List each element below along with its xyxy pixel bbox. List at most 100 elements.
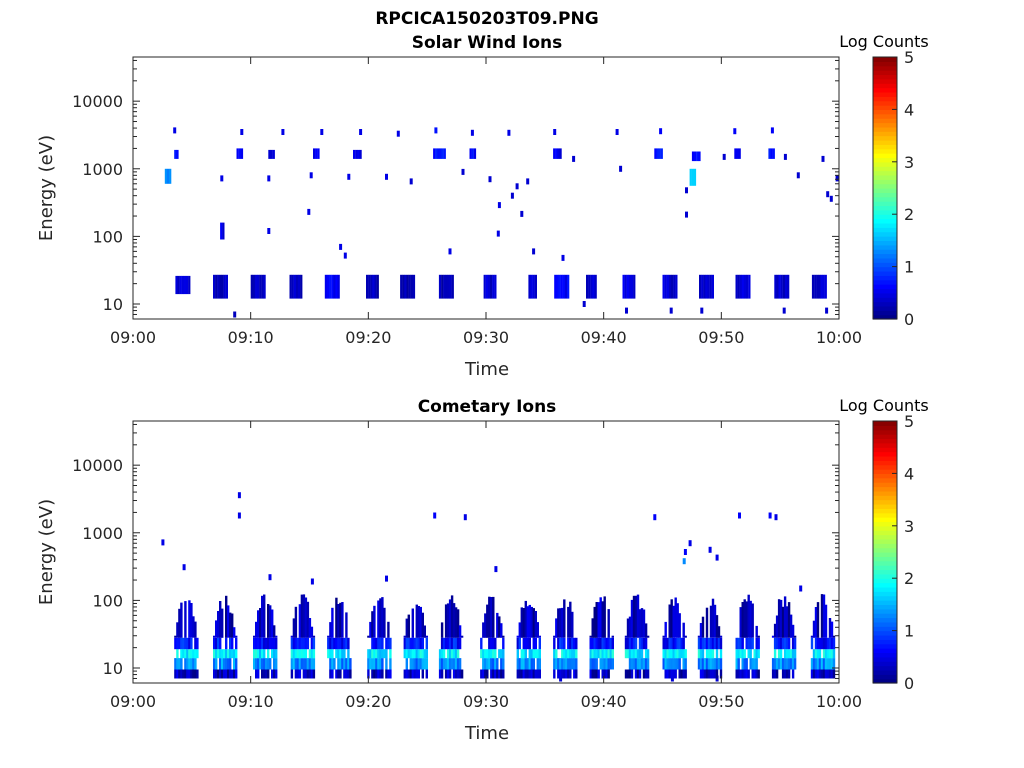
spectrogram-cell bbox=[179, 275, 182, 295]
spectrogram-cell bbox=[184, 601, 187, 638]
spectrogram-cell bbox=[213, 669, 216, 679]
spectrogram-cell bbox=[593, 606, 596, 638]
spectrogram-cell bbox=[347, 658, 350, 670]
spectrogram-cell bbox=[347, 669, 350, 679]
spectrogram-cell bbox=[452, 669, 456, 679]
spectrogram-cell bbox=[747, 637, 750, 650]
spectrogram-cell bbox=[532, 637, 535, 650]
colorbar-segment bbox=[873, 249, 897, 255]
spectrogram-cell bbox=[213, 635, 216, 638]
spectrogram-cell bbox=[783, 637, 787, 650]
spectrogram-cell bbox=[347, 637, 350, 650]
spectrogram-cell bbox=[184, 669, 187, 679]
spectrogram-cell bbox=[371, 637, 374, 650]
spectrogram-cell bbox=[306, 601, 310, 638]
spectrogram-cell bbox=[780, 274, 783, 299]
spectrogram-cell bbox=[569, 649, 572, 659]
cometary-axes: 09:00 09:10 09:20 09:30 09:40 09:50 10:00 10 100… bbox=[72, 420, 862, 711]
spectrogram-cell bbox=[194, 637, 197, 650]
spectrogram-cell bbox=[217, 637, 220, 650]
spectrogram-cell bbox=[435, 148, 438, 159]
spectrogram-cell bbox=[743, 599, 746, 638]
spectrogram-cell bbox=[705, 669, 709, 679]
spectrogram-cell bbox=[298, 658, 302, 670]
spectrogram-cell bbox=[215, 274, 218, 299]
spectrogram-cell bbox=[528, 669, 531, 679]
spectrogram-cell bbox=[185, 275, 189, 295]
spectrogram-cell bbox=[196, 669, 199, 679]
colorbar-segment bbox=[873, 565, 897, 571]
spectrogram-cell bbox=[442, 637, 446, 650]
colorbar-segment bbox=[873, 266, 897, 272]
spectrogram-cell bbox=[213, 274, 216, 299]
spectrogram-cell bbox=[182, 637, 185, 650]
spectrogram-cell bbox=[190, 637, 193, 650]
spectrogram-cell bbox=[745, 658, 748, 670]
spectrogram-cell bbox=[355, 149, 358, 159]
spectrogram-cell bbox=[749, 649, 752, 659]
spectrogram-cell bbox=[298, 274, 301, 299]
spectrogram-cell bbox=[826, 658, 830, 670]
colorbar-segment bbox=[873, 421, 897, 426]
spectrogram-cell bbox=[407, 637, 410, 650]
colorbar-segment bbox=[873, 279, 897, 285]
spectrogram-cell bbox=[448, 658, 452, 670]
spectrogram-cell bbox=[290, 649, 294, 659]
colorbar-segment bbox=[873, 148, 897, 154]
colorbar-tick-label: 2 bbox=[904, 569, 914, 588]
spectrogram-cell bbox=[450, 637, 454, 650]
spectrogram-cell bbox=[810, 635, 814, 638]
spectrogram-cell bbox=[308, 669, 312, 679]
spectrogram-cell bbox=[407, 649, 410, 659]
spectrogram-cell bbox=[335, 637, 338, 650]
spectrogram-cell bbox=[810, 658, 814, 670]
spectrogram-cell bbox=[240, 148, 244, 159]
spectrogram-cell bbox=[826, 191, 830, 198]
spectrogram-cell bbox=[524, 600, 527, 638]
spectrogram-cell bbox=[674, 597, 677, 638]
spectrogram-cell bbox=[700, 307, 704, 314]
spectrogram-cell bbox=[257, 649, 260, 659]
colorbar-segment bbox=[873, 595, 897, 601]
spectrogram-cell bbox=[830, 637, 834, 650]
spectrogram-cell bbox=[196, 637, 199, 650]
colorbar-segment bbox=[873, 83, 897, 89]
colorbar-segment bbox=[873, 297, 897, 303]
spectrogram-cell bbox=[565, 669, 568, 679]
spectrogram-cell bbox=[771, 635, 775, 638]
spectrogram-cell bbox=[707, 637, 711, 650]
spectrogram-cell bbox=[444, 669, 448, 679]
spectrogram-cell bbox=[411, 658, 414, 670]
colorbar-segment bbox=[873, 292, 897, 298]
spectrogram-cell bbox=[492, 274, 495, 299]
colorbar-segment bbox=[873, 656, 897, 662]
spectrogram-cell bbox=[682, 622, 685, 638]
spectrogram-cell bbox=[516, 637, 519, 650]
spectrogram-cell bbox=[267, 649, 270, 659]
spectrogram-cell bbox=[411, 637, 414, 650]
spectrogram-cell bbox=[458, 625, 462, 638]
colorbar-segment bbox=[873, 74, 897, 80]
colorbar-segment bbox=[873, 556, 897, 562]
colorbar-segment bbox=[873, 109, 897, 115]
spectrogram-cell bbox=[782, 274, 786, 299]
spectrogram-cell bbox=[524, 649, 527, 659]
spectrogram-cell bbox=[822, 274, 825, 299]
colorbar-segment bbox=[873, 499, 897, 505]
spectrogram-cell bbox=[593, 637, 596, 650]
spectrogram-cell bbox=[494, 637, 497, 650]
spectrogram-cell bbox=[192, 669, 195, 679]
spectrogram-cell bbox=[366, 274, 369, 299]
spectrogram-cell bbox=[273, 649, 276, 659]
spectrogram-cell bbox=[666, 274, 669, 299]
spectrogram-cell bbox=[777, 599, 781, 638]
spectrogram-cell bbox=[261, 637, 264, 650]
spectrogram-cell bbox=[530, 274, 533, 299]
spectrogram-cell bbox=[229, 658, 232, 670]
spectrogram-cell bbox=[703, 669, 707, 679]
spectrogram-cell bbox=[257, 610, 260, 638]
spectrogram-cell bbox=[257, 274, 260, 299]
spectrogram-cell bbox=[689, 168, 692, 186]
spectrogram-cell bbox=[450, 649, 454, 659]
